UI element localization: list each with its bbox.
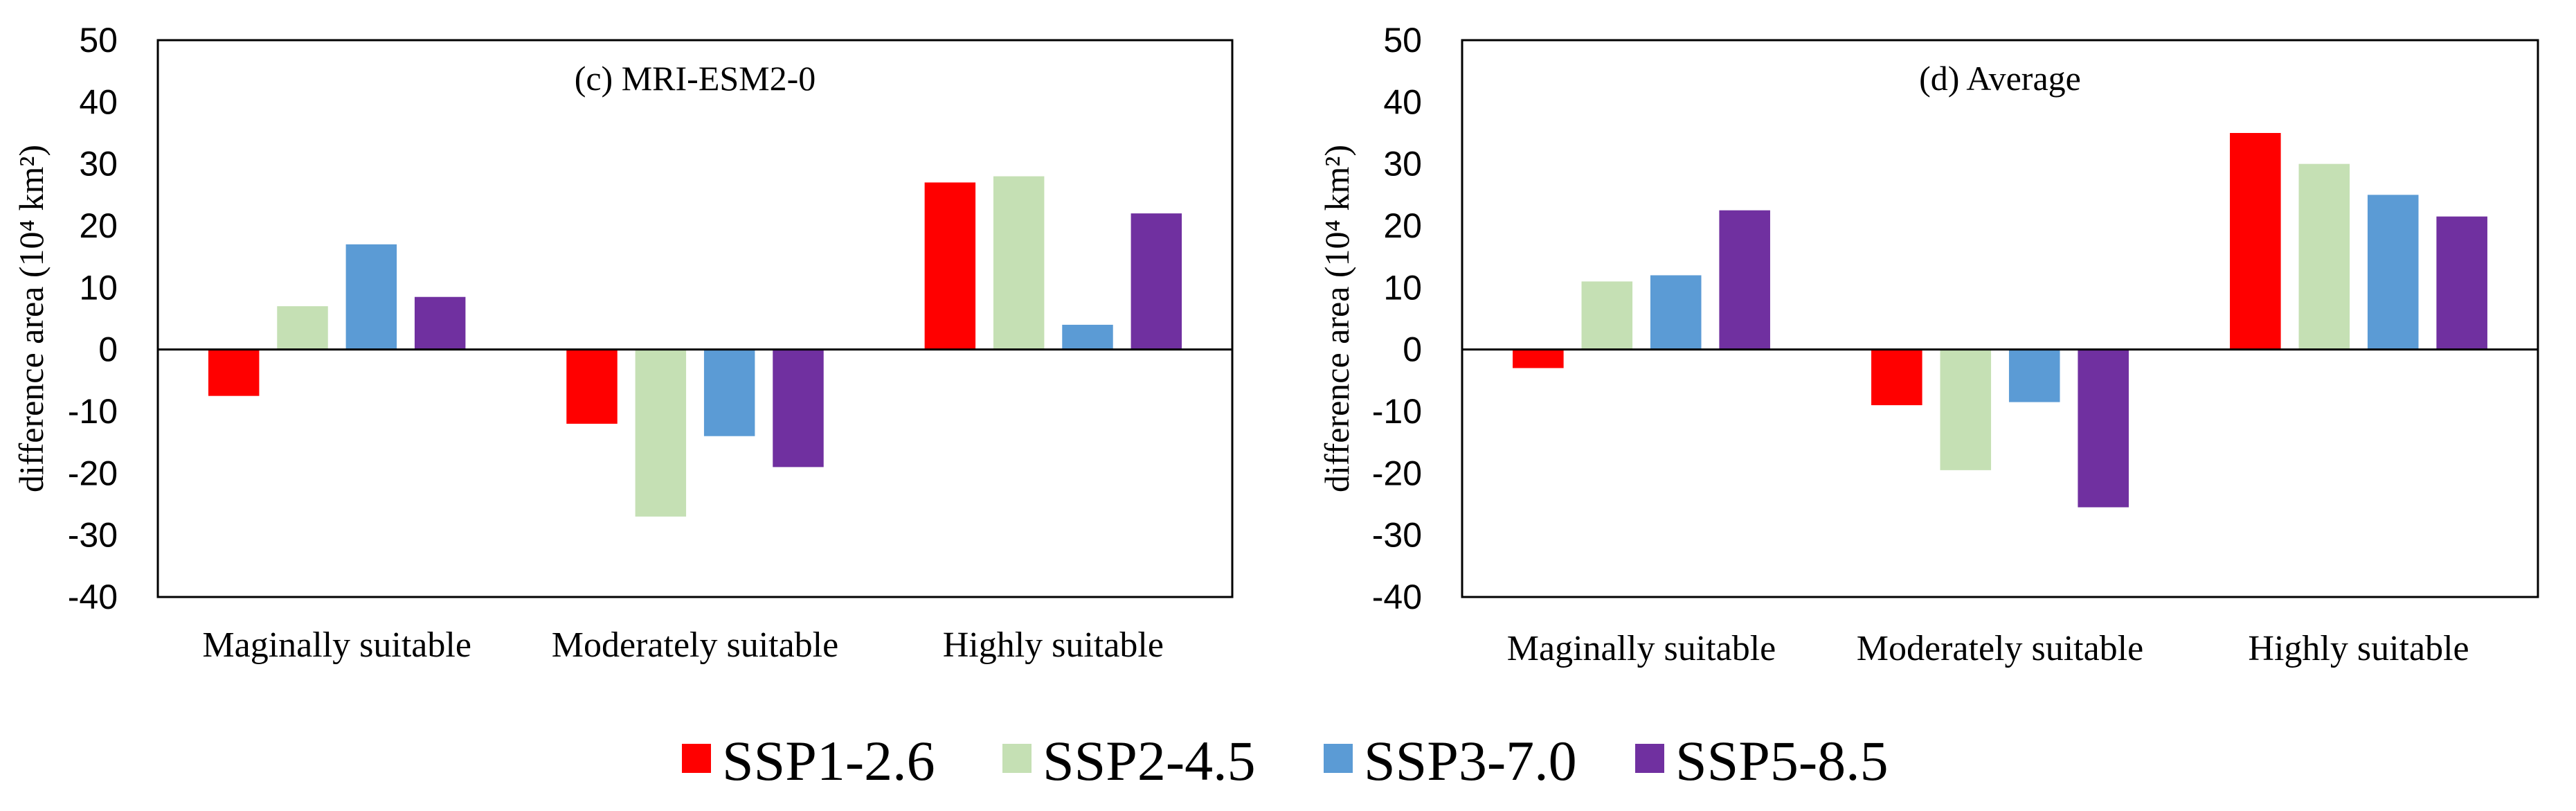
plot-frame [156,39,1234,598]
y-tick-label: 0 [98,330,118,369]
chart-panel-d: 50 40 30 20 10 0 -10 -20 -30 -40 difference area (… [1317,21,2539,668]
legend-swatch [1324,744,1353,773]
bar-ssp2-45 [277,306,328,350]
y-tick-label: 20 [79,206,118,245]
chart-panel-c: 50 40 30 20 10 0 -10 -20 -30 -40 difference area (… [12,21,1234,665]
bar-ssp3-70 [345,244,397,350]
legend-label: SSP3-7.0 [1364,729,1577,792]
bar-ssp5-85 [1131,213,1182,350]
y-tick-label: 50 [1383,21,1422,60]
bar-ssp1-26 [924,182,976,350]
bar-ssp2-45 [993,176,1045,350]
bar-ssp2-45 [2298,163,2350,350]
y-tick-label: 20 [1383,206,1422,245]
y-tick-label: 0 [1403,330,1422,369]
x-category-label: Maginally suitable [1507,629,1776,668]
chart-title: (d) Average [1919,59,2081,98]
y-tick-label: -30 [68,516,118,555]
bar-ssp2-45 [1581,281,1633,350]
y-tick-label: -40 [68,578,118,616]
bar-ssp2-45 [1940,349,1992,470]
y-tick-label: 10 [79,268,118,307]
legend-label: SSP1-2.6 [722,729,935,792]
bar-ssp1-26 [208,349,260,396]
y-tick-label: 40 [79,82,118,121]
y-tick-label: 30 [79,145,118,184]
bar-ssp3-70 [703,349,755,436]
y-axis-title: difference area (10⁴ km²) [12,145,51,492]
y-tick-label: -40 [1372,578,1422,616]
y-tick-label: 40 [1383,82,1422,121]
legend-swatch [1635,744,1664,773]
legend-swatch [1002,744,1032,773]
bar-ssp5-85 [414,296,466,350]
chart-title: (c) MRI-ESM2-0 [575,59,816,98]
x-category-label: Maginally suitable [202,625,471,665]
y-tick-label: -30 [1372,516,1422,555]
x-category-label: Moderately suitable [1857,629,2143,668]
bar-ssp5-85 [2436,216,2487,350]
y-tick-label: -20 [1372,454,1422,492]
bar-ssp1-26 [2230,133,2281,350]
legend-swatch [682,744,711,773]
bar-ssp3-70 [1650,275,1702,350]
x-category-label: Highly suitable [943,625,1164,665]
y-tick-label: 50 [79,21,118,60]
y-tick-label: 10 [1383,268,1422,307]
y-axis-title: difference area (10⁴ km²) [1317,145,1356,492]
x-category-label: Moderately suitable [552,625,838,665]
y-tick-label: -20 [68,454,118,492]
bar-ssp5-85 [1719,210,1770,350]
bar-ssp1-26 [566,349,618,424]
legend: SSP1-2.6 SSP2-4.5 SSP3-7.0 SSP5-8.5 [682,729,1889,792]
bar-ssp5-85 [2078,349,2129,508]
bar-ssp5-85 [773,349,824,467]
y-tick-label: 30 [1383,145,1422,184]
bar-ssp3-70 [2367,195,2419,350]
plot-frame [1461,39,2539,598]
bar-ssp3-70 [2008,349,2060,402]
x-category-label: Highly suitable [2248,629,2469,668]
bar-ssp1-26 [1513,349,1564,368]
bar-ssp1-26 [1871,349,1922,406]
bar-ssp3-70 [1062,324,1113,350]
bar-ssp2-45 [635,349,687,517]
legend-label: SSP2-4.5 [1043,729,1256,792]
legend-label: SSP5-8.5 [1675,729,1889,792]
y-tick-label: -10 [1372,392,1422,431]
y-tick-label: -10 [68,392,118,431]
